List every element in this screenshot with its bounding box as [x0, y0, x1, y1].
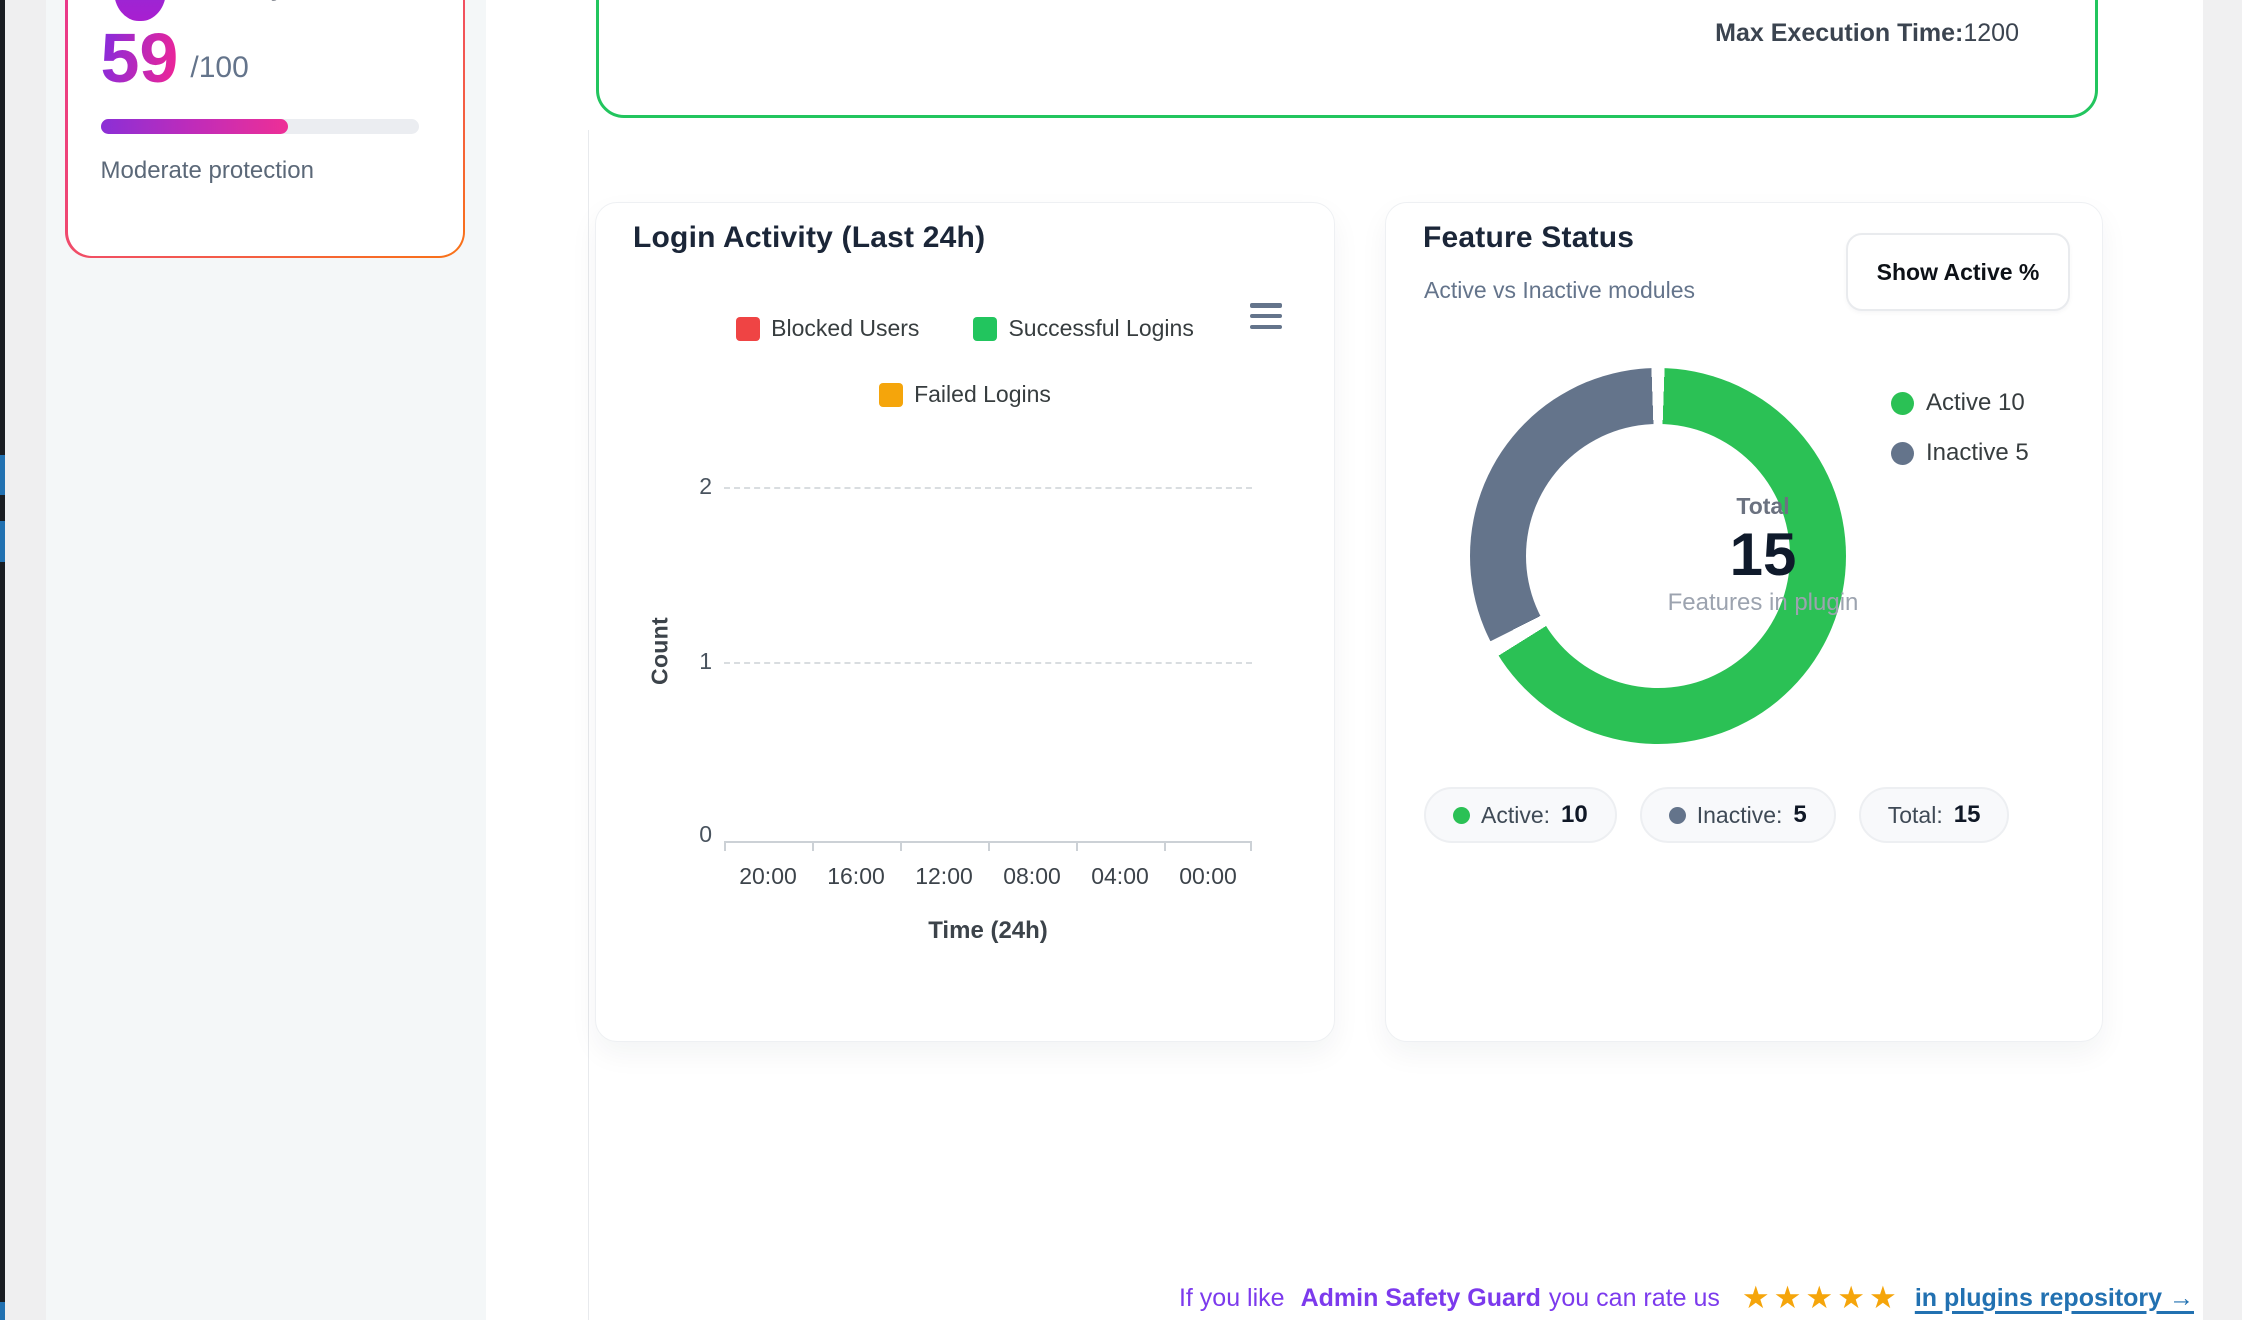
inactive-dot — [1668, 806, 1686, 824]
rating-stars-icon: ★★★★★ — [1741, 1280, 1901, 1315]
footer-prefix: If you like — [1178, 1283, 1285, 1312]
login-activity-title: Login Activity (Last 24h) — [633, 221, 986, 254]
x-tick: 08:00 — [1003, 863, 1061, 889]
security-score-title: Security Score — [178, 0, 370, 2]
x-tick: 00:00 — [1179, 863, 1237, 889]
sidebar-column: Security Score 59 /100 Moderate protecti… — [46, 0, 486, 1320]
active-dot — [1453, 806, 1470, 824]
failed-logins-swatch — [879, 382, 904, 407]
wp-admin-menu-edge — [0, 0, 5, 1320]
security-score-progress — [100, 118, 419, 134]
feature-status-title: Feature Status — [1423, 221, 1635, 254]
wp-admin-gutter — [5, 0, 46, 1320]
max-execution-time-label: Max Execution Time: — [1715, 19, 1964, 47]
plugin-name: Admin Safety Guard — [1300, 1283, 1541, 1312]
scrollbar-track[interactable] — [2203, 0, 2242, 1320]
total-count-pill: Total: 15 — [1858, 787, 2010, 843]
security-score-card: Security Score 59 /100 Moderate protecti… — [65, 0, 465, 258]
feature-status-subtitle: Active vs Inactive modules — [1424, 277, 1696, 303]
max-execution-time: Max Execution Time:1200 — [1715, 19, 2019, 48]
max-execution-time-value: 1200 — [1963, 19, 2019, 47]
active-count-pill: Active: 10 — [1424, 787, 1617, 843]
feature-status-card: Feature Status Active vs Inactive module… — [1385, 202, 2103, 1042]
legend-item-failed-logins[interactable]: Failed Logins — [879, 381, 1051, 408]
feature-summary-pills: Active: 10 Inactive: 5 Total: 15 — [1424, 787, 2010, 843]
plugins-repository-link[interactable]: in plugins repository → — [1914, 1283, 2194, 1312]
wp-menu-active-indicator[interactable] — [0, 1302, 5, 1320]
security-score-max: /100 — [190, 50, 249, 84]
active-dot — [1891, 391, 1914, 415]
settings-summary-box: Max Execution Time:1200 — [596, 0, 2098, 118]
login-activity-card: Login Activity (Last 24h) Blocked Users … — [595, 202, 1335, 1042]
chart-legend-row: Failed Logins — [596, 381, 1334, 408]
blocked-users-swatch — [736, 316, 761, 341]
y-tick-2: 2 — [699, 473, 712, 499]
legend-item-inactive[interactable]: Inactive 5 — [1891, 439, 2029, 467]
chart-legend-row: Blocked Users Successful Logins — [596, 315, 1334, 342]
inactive-dot — [1891, 441, 1914, 465]
rate-us-footer: If you like Admin Safety Guard you can r… — [1179, 1280, 2194, 1316]
y-axis-title: Count — [646, 617, 673, 685]
security-score-value: 59 — [100, 18, 179, 97]
inactive-count-pill: Inactive: 5 — [1639, 787, 1836, 843]
y-tick-1: 1 — [699, 648, 712, 674]
donut-center-label: Total 15 Features in plugin — [1667, 493, 1859, 616]
donut-hole — [1526, 424, 1790, 688]
gridline-1 — [724, 662, 1252, 664]
y-tick-0: 0 — [699, 821, 712, 847]
feature-donut-chart[interactable] — [1470, 368, 1846, 744]
footer-suffix: you can rate us — [1548, 1283, 1720, 1312]
content-divider — [588, 130, 589, 1320]
x-tick: 12:00 — [915, 863, 973, 889]
legend-item-active[interactable]: Active 10 — [1891, 389, 2029, 417]
x-tick: 04:00 — [1091, 863, 1149, 889]
shield-icon — [113, 0, 166, 21]
legend-item-successful-logins[interactable]: Successful Logins — [973, 315, 1194, 342]
x-axis-title: Time (24h) — [928, 917, 1048, 944]
security-score-progress-fill — [100, 118, 289, 134]
wp-menu-active-indicator[interactable] — [0, 455, 5, 495]
x-tick: 16:00 — [827, 863, 885, 889]
legend-item-blocked-users[interactable]: Blocked Users — [736, 315, 919, 342]
show-active-percent-button[interactable]: Show Active % — [1846, 233, 2070, 311]
chart-menu-icon[interactable] — [1250, 303, 1282, 329]
gridline-2 — [724, 487, 1252, 489]
successful-logins-swatch — [973, 316, 998, 341]
security-score-status: Moderate protection — [100, 156, 314, 184]
donut-legend: Active 10 Inactive 5 — [1891, 389, 2029, 467]
wp-menu-active-indicator[interactable] — [0, 521, 5, 562]
x-axis-line — [724, 841, 1252, 843]
x-tick: 20:00 — [739, 863, 797, 889]
